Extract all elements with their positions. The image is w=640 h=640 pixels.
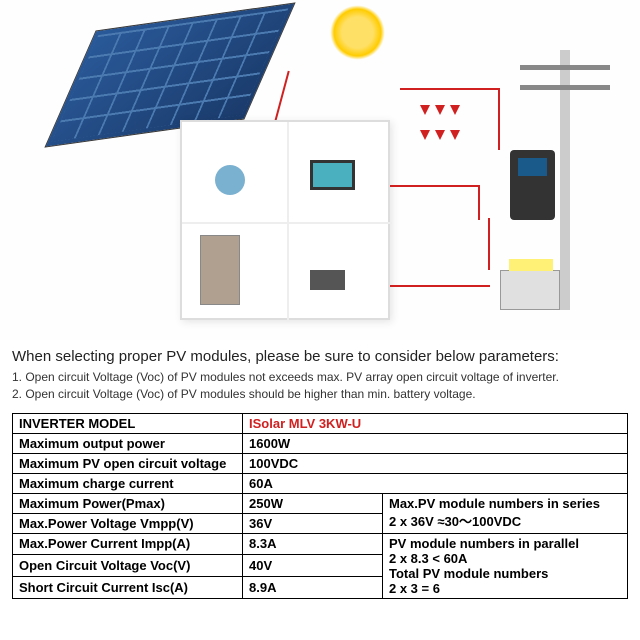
- fan-icon: [215, 165, 245, 195]
- intro-text: When selecting proper PV modules, please…: [12, 348, 628, 365]
- pot-icon: [310, 270, 345, 290]
- description-section: When selecting proper PV modules, please…: [0, 340, 640, 407]
- spec-value: 60A: [243, 473, 628, 493]
- table-row: Maximum Power(Pmax) 250W Max.PV module n…: [13, 493, 628, 513]
- side-note: PV module numbers in parallel 2 x 8.3 < …: [383, 533, 628, 598]
- spec-label: Maximum PV open circuit voltage: [13, 453, 243, 473]
- pole-crossarm: [520, 85, 610, 90]
- spec-value: 250W: [243, 493, 383, 513]
- spec-label: Maximum charge current: [13, 473, 243, 493]
- wire: [488, 218, 490, 270]
- arrow-icon: [420, 105, 430, 115]
- wire: [390, 285, 490, 287]
- arrow-icon: [435, 105, 445, 115]
- spec-label: Maximum Power(Pmax): [13, 493, 243, 513]
- fridge-icon: [200, 235, 240, 305]
- spec-value: 36V: [243, 513, 383, 533]
- spec-value: ISolar MLV 3KW-U: [243, 413, 628, 433]
- spec-value: 1600W: [243, 433, 628, 453]
- note-2: 2. Open circuit Voltage (Voc) of PV modu…: [12, 386, 628, 403]
- wire: [390, 185, 480, 187]
- spec-value: 40V: [243, 555, 383, 577]
- arrow-icon: [435, 130, 445, 140]
- spec-value: 8.9A: [243, 576, 383, 598]
- solar-system-diagram: [0, 0, 640, 340]
- table-row: Maximum charge current 60A: [13, 473, 628, 493]
- wire: [478, 185, 480, 220]
- spec-label: Max.Power Voltage Vmpp(V): [13, 513, 243, 533]
- arrow-icon: [420, 130, 430, 140]
- tv-icon: [310, 160, 355, 190]
- spec-label: INVERTER MODEL: [13, 413, 243, 433]
- table-row: INVERTER MODEL ISolar MLV 3KW-U: [13, 413, 628, 433]
- spec-label: Maximum output power: [13, 433, 243, 453]
- table-row: Max.Power Current Impp(A) 8.3A PV module…: [13, 533, 628, 555]
- arrow-icon: [450, 105, 460, 115]
- wire: [498, 88, 500, 150]
- battery-icon: [500, 270, 560, 310]
- spec-value: 100VDC: [243, 453, 628, 473]
- pole-crossarm: [520, 65, 610, 70]
- inverter-icon: [510, 150, 555, 220]
- side-note: Max.PV module numbers in series 2 x 36V …: [383, 493, 628, 533]
- spec-label: Short Circuit Current Isc(A): [13, 576, 243, 598]
- sun-icon: [330, 5, 385, 60]
- spec-value: 8.3A: [243, 533, 383, 555]
- wire: [400, 88, 500, 90]
- spec-label: Open Circuit Voltage Voc(V): [13, 555, 243, 577]
- spec-label: Max.Power Current Impp(A): [13, 533, 243, 555]
- spec-table: INVERTER MODEL ISolar MLV 3KW-U Maximum …: [12, 413, 628, 599]
- table-row: Maximum output power 1600W: [13, 433, 628, 453]
- table-row: Maximum PV open circuit voltage 100VDC: [13, 453, 628, 473]
- note-1: 1. Open circuit Voltage (Voc) of PV modu…: [12, 369, 628, 386]
- arrow-icon: [450, 130, 460, 140]
